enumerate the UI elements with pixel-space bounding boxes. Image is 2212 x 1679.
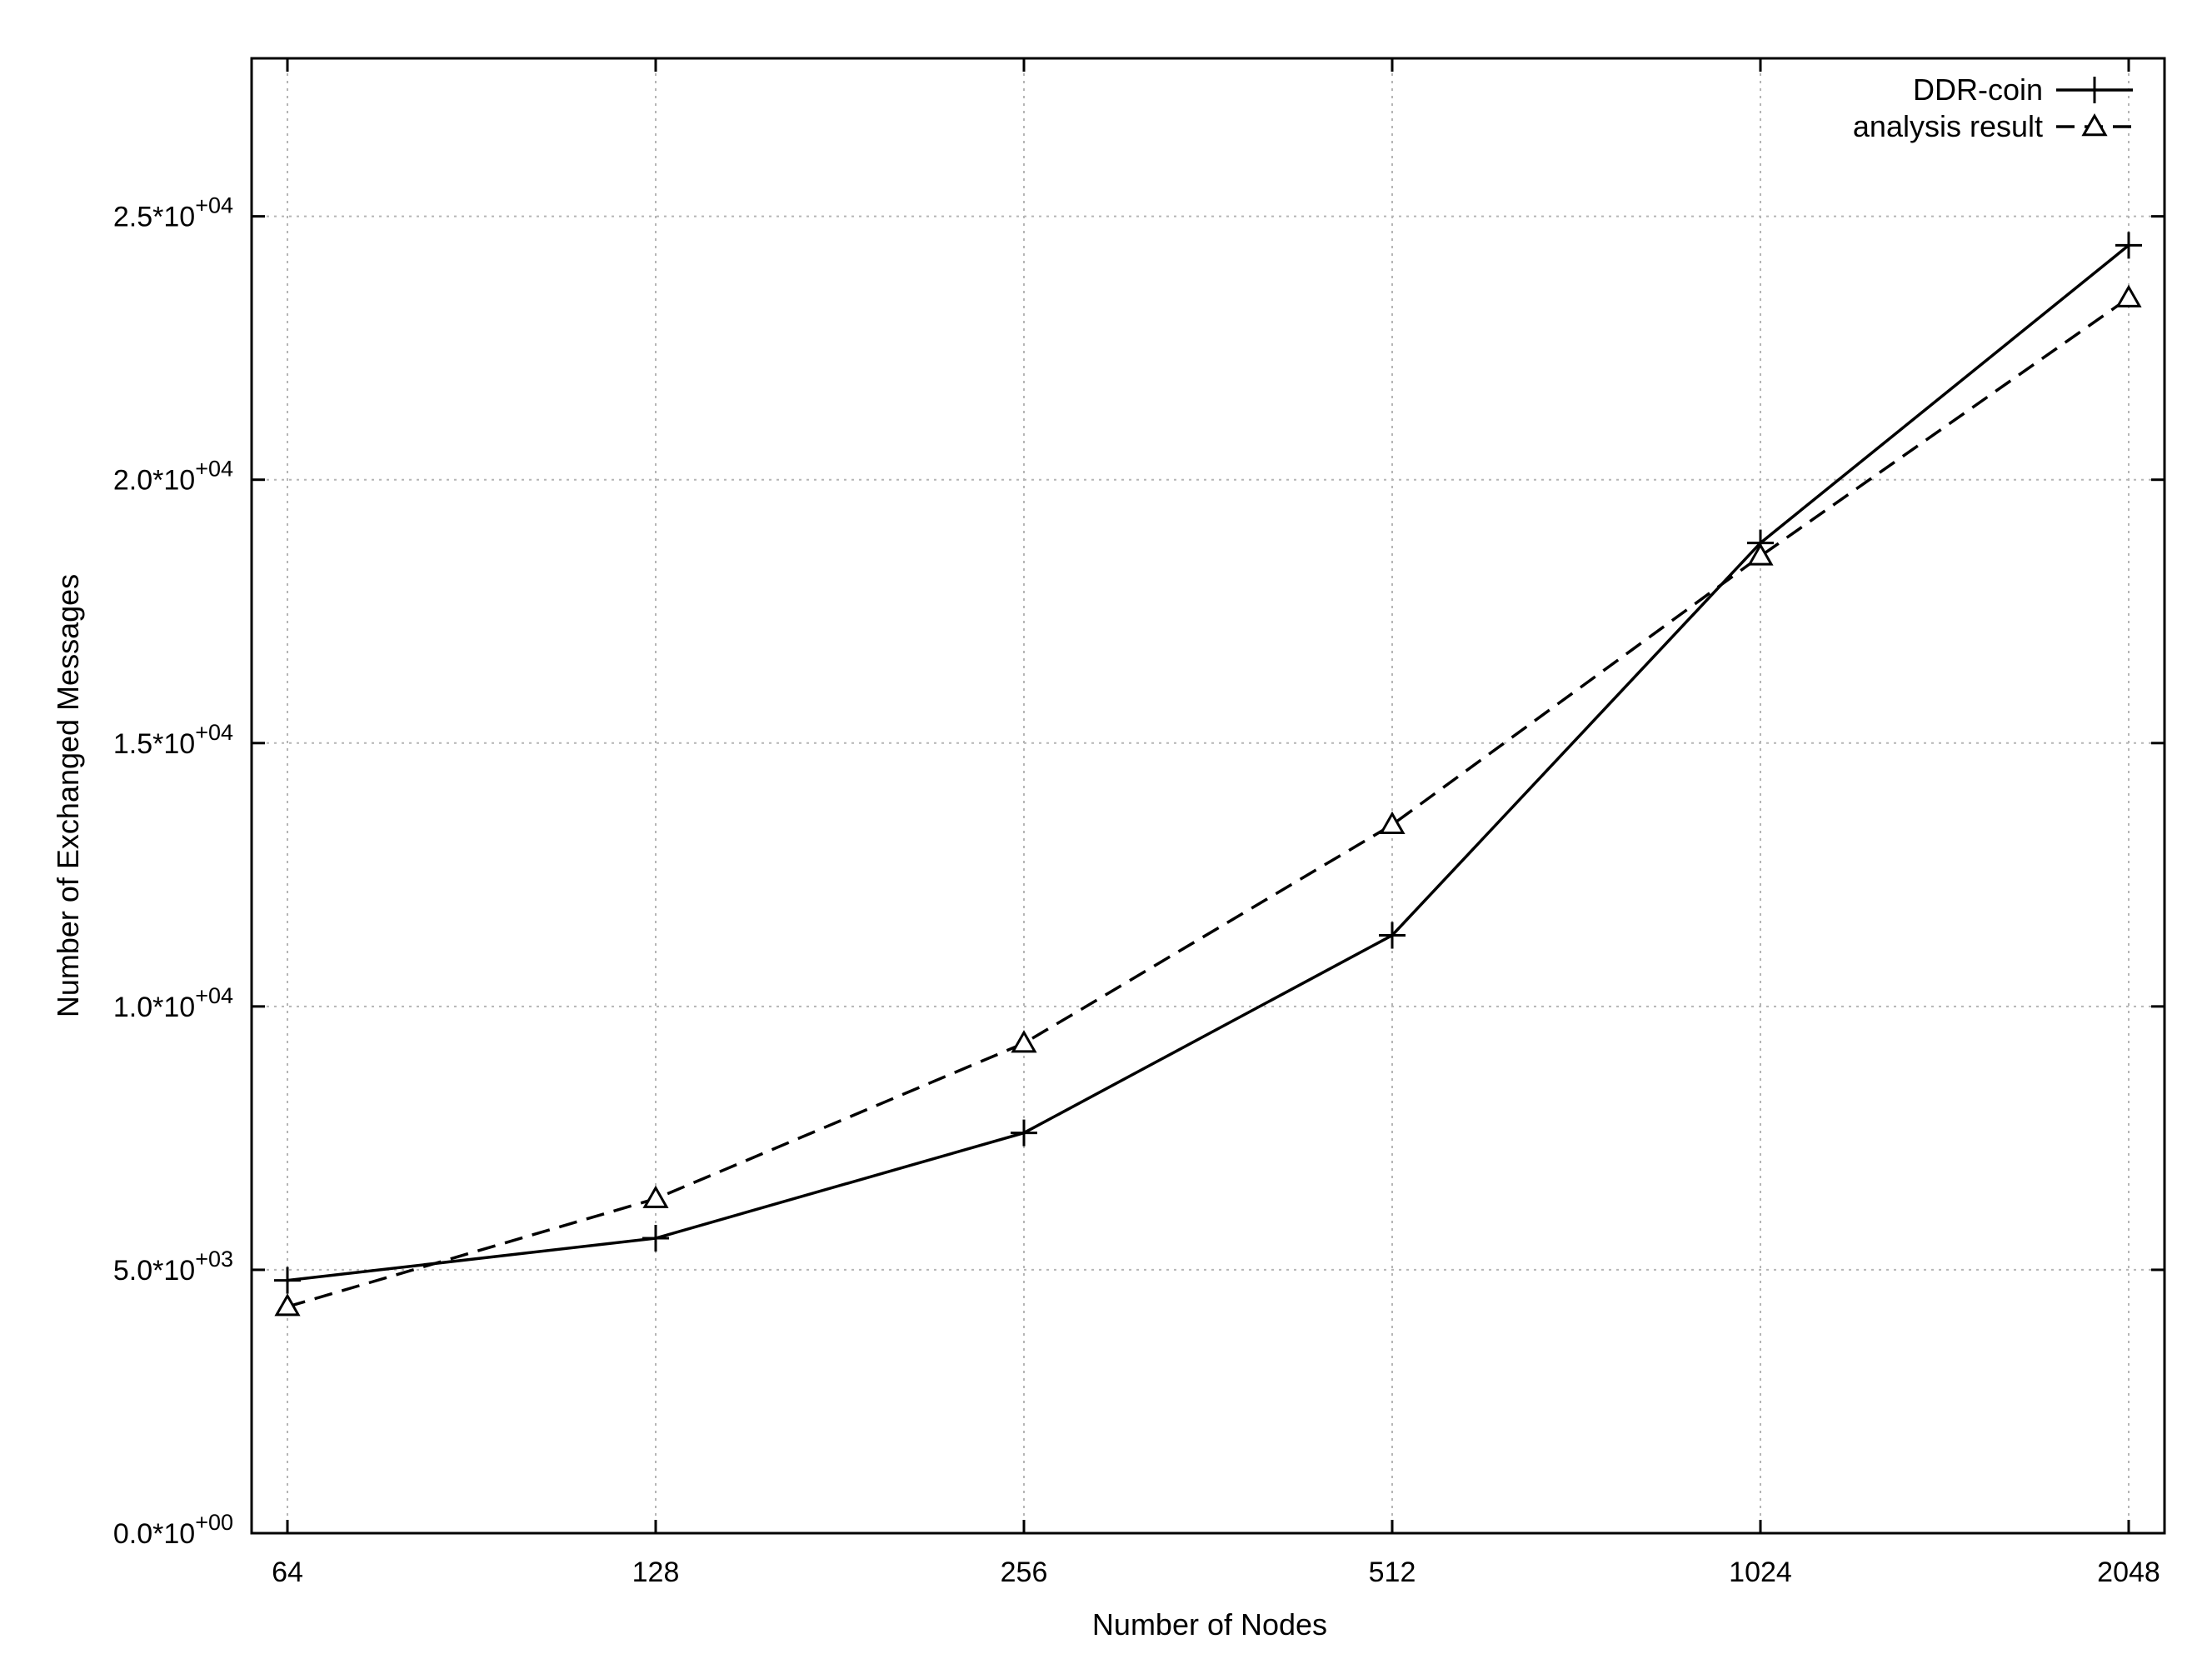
axis-ticks [252, 58, 2165, 1535]
y-tick-label: 2.0*10+04 [113, 457, 233, 497]
y-tick-mantissa: 0.0*10 [113, 1518, 195, 1550]
y-tick-label: 1.5*10+04 [113, 720, 233, 760]
series-layer [274, 232, 2142, 1317]
series-2-point [1747, 542, 1774, 566]
x-tick-label: 512 [1369, 1557, 1416, 1588]
y-tick-mantissa: 2.0*10 [113, 465, 195, 497]
plot-frame [250, 57, 2166, 1535]
series-1-point [274, 1267, 301, 1294]
series-1-point [642, 1225, 669, 1252]
series-2-point [2115, 284, 2142, 307]
y-tick-mantissa: 5.0*10 [113, 1255, 195, 1287]
series-2-point [274, 1293, 301, 1317]
grid-lines [252, 58, 2165, 1533]
y-tick-label: 5.0*10+03 [113, 1247, 233, 1287]
y-tick-exponent: +04 [195, 457, 233, 482]
y-tick-exponent: +04 [195, 193, 233, 218]
x-axis-title: Number of Nodes [1092, 1607, 1327, 1642]
y-tick-exponent: +00 [195, 1510, 233, 1535]
y-tick-exponent: +04 [195, 983, 233, 1008]
series-1-line [287, 244, 2130, 1282]
series-1-point [1011, 1119, 1037, 1147]
x-tick-label: 128 [632, 1557, 680, 1588]
y-tick-exponent: +03 [195, 1247, 233, 1272]
legend-marker-1 [2081, 77, 2108, 103]
y-tick-labels: 0.0*10+005.0*10+031.0*10+041.5*10+042.0*… [113, 193, 233, 1550]
x-tick-label: 2048 [2097, 1557, 2160, 1588]
y-tick-mantissa: 1.5*10 [113, 728, 195, 760]
y-tick-label: 0.0*10+00 [113, 1510, 233, 1550]
y-tick-label: 2.5*10+04 [113, 193, 233, 233]
x-tick-labels: 64 128 256 512 1024 2048 [272, 1557, 2160, 1588]
legend-marker-2 [2081, 112, 2108, 137]
y-tick-label: 1.0*10+04 [113, 983, 233, 1023]
series-2-line [287, 297, 2130, 1308]
series-1-point [1379, 922, 1406, 949]
y-tick-mantissa: 2.5*10 [113, 202, 195, 233]
x-tick-label: 1024 [1729, 1557, 1792, 1588]
series-2-point [1011, 1030, 1037, 1053]
series-2-point [1379, 811, 1406, 835]
legend-label-2: analysis result [1853, 109, 2043, 143]
y-axis-title: Number of Exchanged Messages [51, 574, 85, 1017]
x-tick-label: 64 [272, 1557, 303, 1588]
x-tick-label: 256 [1001, 1557, 1048, 1588]
series-1-point [2115, 232, 2142, 259]
y-tick-exponent: +04 [195, 720, 233, 745]
legend-label-1: DDR-coin [1913, 72, 2043, 107]
series-2 [274, 284, 2142, 1317]
y-tick-mantissa: 1.0*10 [113, 992, 195, 1023]
series-2-point [642, 1185, 669, 1208]
